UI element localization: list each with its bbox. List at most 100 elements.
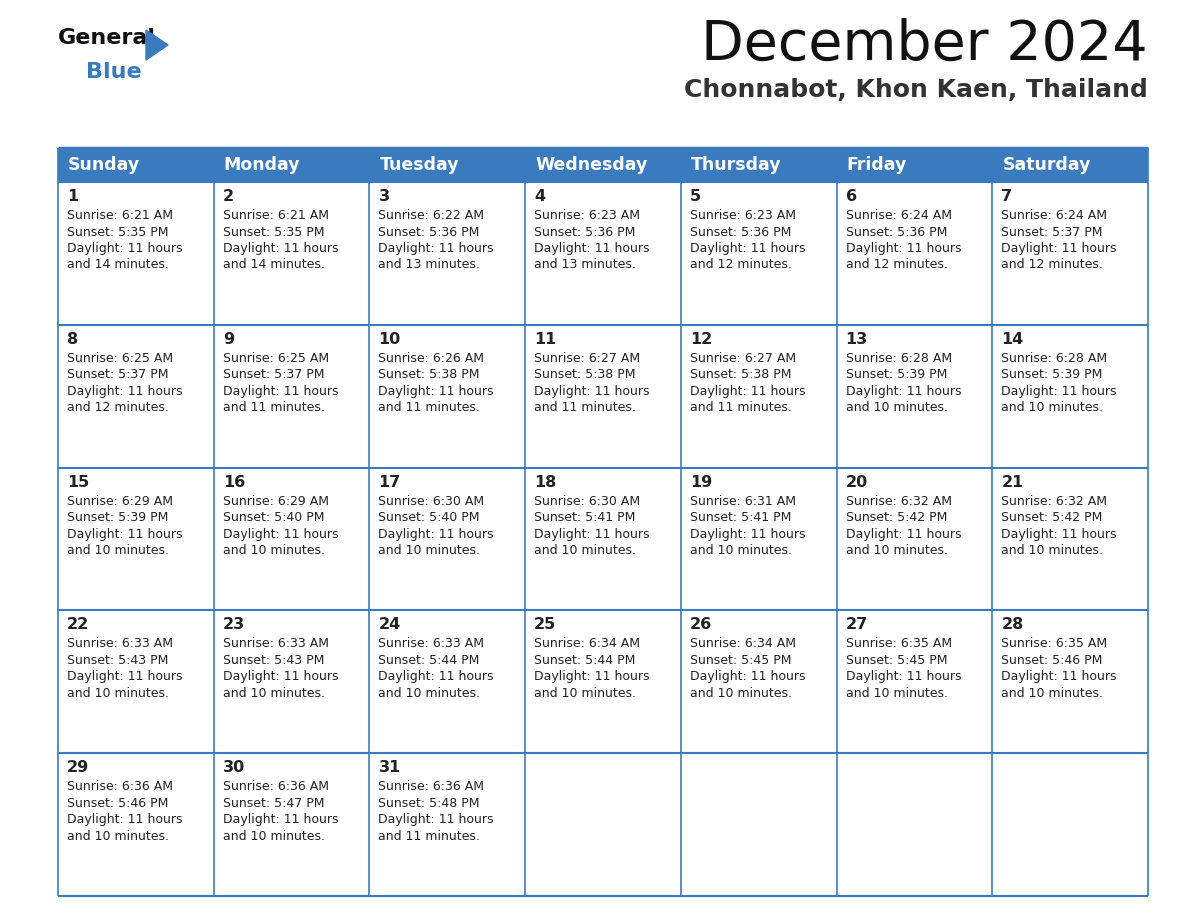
Text: Sunrise: 6:35 AM: Sunrise: 6:35 AM (846, 637, 952, 650)
Text: 1: 1 (67, 189, 78, 204)
Text: Sunrise: 6:33 AM: Sunrise: 6:33 AM (379, 637, 485, 650)
Text: and 14 minutes.: and 14 minutes. (67, 259, 169, 272)
Text: 15: 15 (67, 475, 89, 489)
Bar (992, 467, 1148, 610)
Text: 26: 26 (690, 618, 712, 633)
Text: and 10 minutes.: and 10 minutes. (67, 687, 169, 700)
Bar (992, 182, 1148, 325)
Bar (525, 467, 681, 610)
Bar (992, 148, 1148, 182)
Text: Sunrise: 6:28 AM: Sunrise: 6:28 AM (846, 352, 952, 364)
Text: 24: 24 (379, 618, 400, 633)
Bar (214, 148, 369, 182)
Text: 27: 27 (846, 618, 867, 633)
Text: 4: 4 (535, 189, 545, 204)
Text: 13: 13 (846, 331, 867, 347)
Text: Daylight: 11 hours: Daylight: 11 hours (1001, 385, 1117, 397)
Text: Sunrise: 6:23 AM: Sunrise: 6:23 AM (535, 209, 640, 222)
Text: 21: 21 (1001, 475, 1024, 489)
Text: Sunrise: 6:33 AM: Sunrise: 6:33 AM (222, 637, 329, 650)
Text: Daylight: 11 hours: Daylight: 11 hours (379, 813, 494, 826)
Text: Daylight: 11 hours: Daylight: 11 hours (222, 528, 339, 541)
Text: Sunset: 5:41 PM: Sunset: 5:41 PM (535, 511, 636, 524)
Bar (992, 753, 1148, 896)
Text: Saturday: Saturday (1003, 156, 1091, 174)
Text: Daylight: 11 hours: Daylight: 11 hours (379, 670, 494, 683)
Text: December 2024: December 2024 (701, 18, 1148, 72)
Text: Sunrise: 6:27 AM: Sunrise: 6:27 AM (535, 352, 640, 364)
Bar (369, 325, 525, 467)
Bar (369, 610, 525, 753)
Bar (681, 610, 836, 753)
Text: Sunset: 5:47 PM: Sunset: 5:47 PM (222, 797, 324, 810)
Text: Sunset: 5:38 PM: Sunset: 5:38 PM (690, 368, 791, 381)
Text: and 10 minutes.: and 10 minutes. (1001, 687, 1104, 700)
Text: Sunrise: 6:29 AM: Sunrise: 6:29 AM (222, 495, 329, 508)
Text: 10: 10 (379, 331, 400, 347)
Text: and 10 minutes.: and 10 minutes. (67, 830, 169, 843)
Text: Daylight: 11 hours: Daylight: 11 hours (67, 813, 183, 826)
Text: 3: 3 (379, 189, 390, 204)
Text: Daylight: 11 hours: Daylight: 11 hours (1001, 242, 1117, 255)
Text: 28: 28 (1001, 618, 1024, 633)
Text: 7: 7 (1001, 189, 1012, 204)
Text: Sunrise: 6:34 AM: Sunrise: 6:34 AM (690, 637, 796, 650)
Text: Sunset: 5:37 PM: Sunset: 5:37 PM (222, 368, 324, 381)
Text: Daylight: 11 hours: Daylight: 11 hours (535, 670, 650, 683)
Text: Sunset: 5:43 PM: Sunset: 5:43 PM (222, 654, 324, 666)
Text: 12: 12 (690, 331, 712, 347)
Text: and 10 minutes.: and 10 minutes. (846, 544, 948, 557)
Bar (369, 753, 525, 896)
Text: 20: 20 (846, 475, 867, 489)
Bar (58, 182, 214, 325)
Text: and 11 minutes.: and 11 minutes. (535, 401, 636, 414)
Text: Daylight: 11 hours: Daylight: 11 hours (690, 385, 805, 397)
Text: Sunset: 5:44 PM: Sunset: 5:44 PM (379, 654, 480, 666)
Text: and 10 minutes.: and 10 minutes. (1001, 401, 1104, 414)
Text: Sunrise: 6:34 AM: Sunrise: 6:34 AM (535, 637, 640, 650)
Bar (214, 753, 369, 896)
Text: and 10 minutes.: and 10 minutes. (535, 687, 636, 700)
Text: General: General (58, 28, 156, 48)
Text: Sunset: 5:36 PM: Sunset: 5:36 PM (690, 226, 791, 239)
Text: Sunset: 5:46 PM: Sunset: 5:46 PM (67, 797, 169, 810)
Text: Daylight: 11 hours: Daylight: 11 hours (1001, 528, 1117, 541)
Text: Daylight: 11 hours: Daylight: 11 hours (222, 385, 339, 397)
Text: Daylight: 11 hours: Daylight: 11 hours (690, 528, 805, 541)
Text: Sunset: 5:45 PM: Sunset: 5:45 PM (846, 654, 947, 666)
Text: 31: 31 (379, 760, 400, 775)
Text: Daylight: 11 hours: Daylight: 11 hours (846, 385, 961, 397)
Text: Sunrise: 6:23 AM: Sunrise: 6:23 AM (690, 209, 796, 222)
Text: and 10 minutes.: and 10 minutes. (379, 687, 480, 700)
Bar (836, 182, 992, 325)
Text: Sunset: 5:44 PM: Sunset: 5:44 PM (535, 654, 636, 666)
Text: Daylight: 11 hours: Daylight: 11 hours (67, 528, 183, 541)
Text: Sunset: 5:39 PM: Sunset: 5:39 PM (67, 511, 169, 524)
Text: Daylight: 11 hours: Daylight: 11 hours (535, 528, 650, 541)
Text: 16: 16 (222, 475, 245, 489)
Bar (836, 610, 992, 753)
Text: and 12 minutes.: and 12 minutes. (1001, 259, 1104, 272)
Text: 8: 8 (67, 331, 78, 347)
Text: and 11 minutes.: and 11 minutes. (379, 401, 480, 414)
Text: Sunset: 5:39 PM: Sunset: 5:39 PM (846, 368, 947, 381)
Text: and 10 minutes.: and 10 minutes. (846, 687, 948, 700)
Bar (525, 325, 681, 467)
Text: Wednesday: Wednesday (535, 156, 647, 174)
Text: Daylight: 11 hours: Daylight: 11 hours (1001, 670, 1117, 683)
Bar (992, 610, 1148, 753)
Bar (836, 148, 992, 182)
Text: Daylight: 11 hours: Daylight: 11 hours (535, 385, 650, 397)
Bar (214, 325, 369, 467)
Text: and 12 minutes.: and 12 minutes. (846, 259, 948, 272)
Text: Daylight: 11 hours: Daylight: 11 hours (846, 528, 961, 541)
Text: Daylight: 11 hours: Daylight: 11 hours (846, 670, 961, 683)
Bar (58, 148, 214, 182)
Text: Daylight: 11 hours: Daylight: 11 hours (846, 242, 961, 255)
Text: Blue: Blue (86, 62, 141, 82)
Text: 18: 18 (535, 475, 556, 489)
Text: Daylight: 11 hours: Daylight: 11 hours (535, 242, 650, 255)
Text: and 10 minutes.: and 10 minutes. (690, 544, 792, 557)
Text: Sunday: Sunday (68, 156, 140, 174)
Text: Friday: Friday (847, 156, 906, 174)
